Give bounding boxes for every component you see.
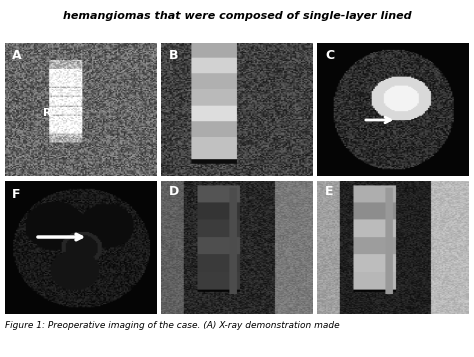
Text: E: E	[325, 185, 334, 198]
Text: Figure 1: Preoperative imaging of the case. (A) X-ray demonstration made: Figure 1: Preoperative imaging of the ca…	[5, 321, 339, 330]
Text: D: D	[169, 185, 179, 198]
Text: hemangiomas that were composed of single-layer lined: hemangiomas that were composed of single…	[63, 11, 411, 21]
Text: A: A	[12, 50, 22, 62]
Text: R: R	[43, 108, 51, 118]
Text: B: B	[169, 50, 178, 62]
Text: C: C	[325, 50, 334, 62]
Text: F: F	[12, 188, 21, 201]
